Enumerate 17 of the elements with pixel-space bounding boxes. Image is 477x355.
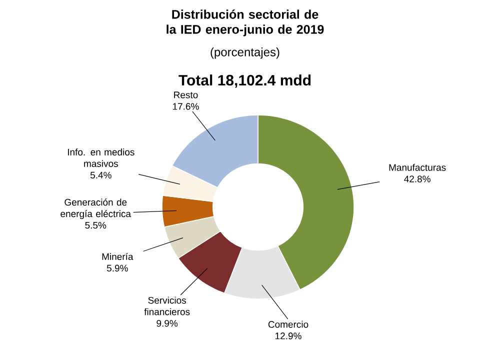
chart-subtitle: (porcentajes) [210, 48, 280, 59]
chart-title: Distribución sectorial de la IED enero-junio de 2019 [166, 10, 324, 36]
slice-label: Resto [174, 92, 198, 98]
data-label: 5.9% [106, 264, 128, 272]
slice-label: Minería [102, 252, 134, 260]
data-label: 12.9% [276, 332, 302, 340]
slice-label: Info. en medios masivos [68, 148, 134, 167]
slice-label: Servicios financieros [144, 296, 190, 316]
slice-label: Generación de energía eléctrica [60, 198, 132, 220]
data-label: 5.4% [90, 172, 112, 178]
slice-label: Manufacturas [389, 164, 446, 171]
slice-label: Comercio [268, 320, 308, 328]
data-label: 17.6% [172, 103, 199, 110]
data-label: 42.8% [404, 176, 430, 182]
data-label: 9.9% [156, 320, 178, 327]
data-label: 5.5% [85, 222, 106, 229]
text: Total 18,102.4 mdd [178, 74, 311, 88]
